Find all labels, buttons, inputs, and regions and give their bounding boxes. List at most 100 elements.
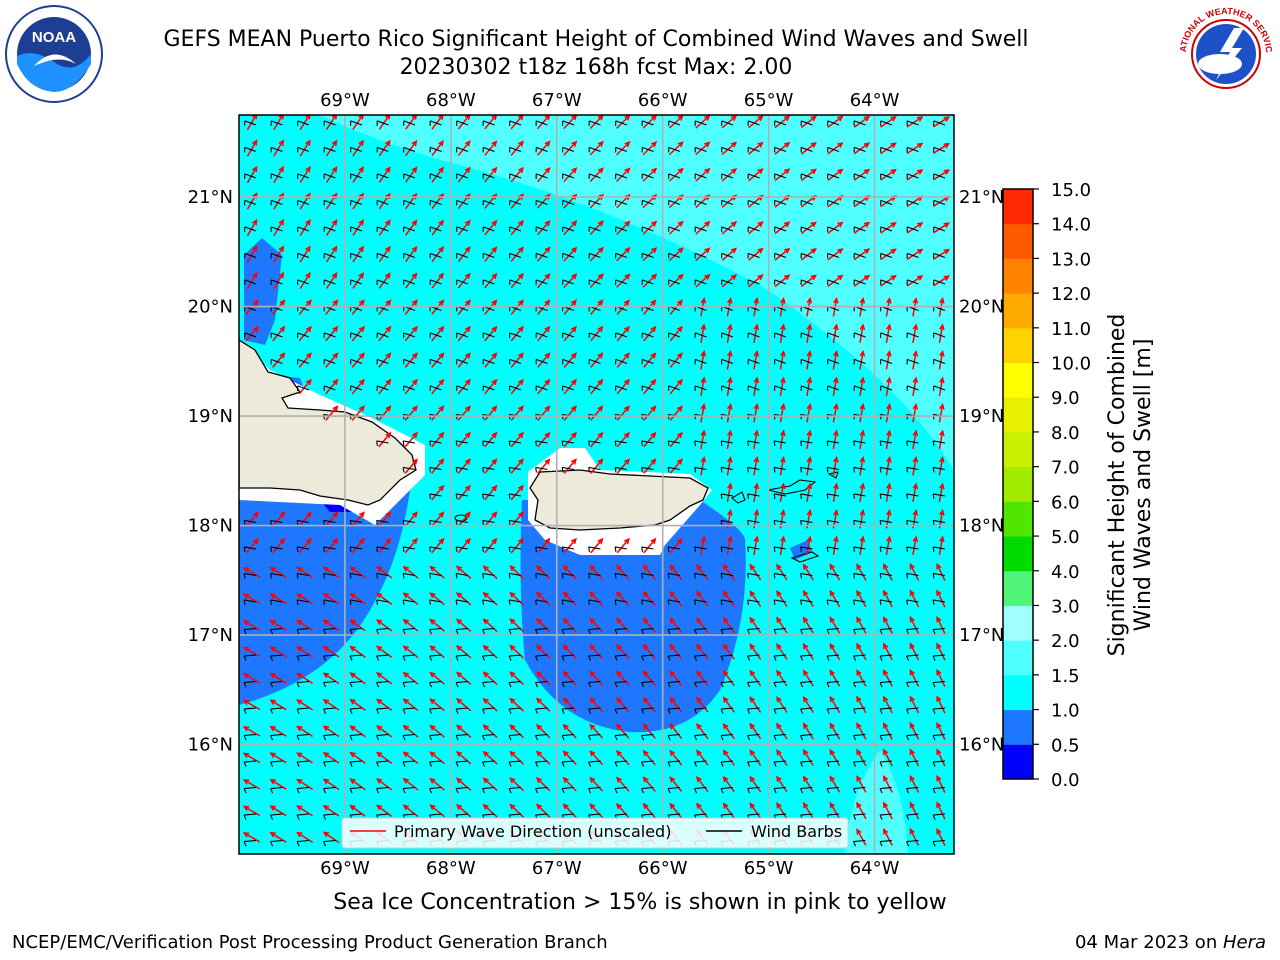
wind-barb-flag — [243, 735, 247, 741]
wave-arrow-head — [859, 482, 866, 490]
wave-arrow — [563, 141, 577, 156]
wave-arrow — [509, 618, 525, 633]
lon-label-top: 64°W — [850, 90, 900, 111]
wave-arrow — [832, 457, 838, 476]
wind-barb — [244, 226, 257, 232]
wave-arrow-head — [509, 750, 516, 757]
wave-arrow-head — [358, 115, 364, 120]
wave-arrow — [537, 379, 550, 395]
wave-arrow — [484, 432, 497, 448]
wind-barb — [642, 385, 654, 391]
wind-barb-flag — [323, 682, 327, 688]
wind-barb — [801, 120, 813, 126]
wave-arrow-head — [322, 672, 330, 679]
wave-arrow — [325, 115, 337, 130]
wave-arrow — [378, 115, 391, 130]
wave-arrow-head — [491, 272, 498, 280]
wave-arrow-head — [464, 272, 471, 280]
wave-arrow-head — [438, 458, 445, 465]
wave-arrow-head — [589, 564, 596, 571]
wind-barb-flag — [800, 761, 804, 767]
wind-barb — [509, 252, 522, 259]
wave-arrow — [749, 723, 762, 740]
wave-arrow — [484, 300, 497, 315]
wind-barb-flag — [508, 493, 511, 499]
wind-barb-flag — [879, 655, 883, 661]
wave-arrow — [883, 643, 893, 661]
wind-barb-flag — [932, 841, 936, 847]
map-frame — [238, 114, 955, 855]
wind-barb-flag — [826, 546, 829, 552]
wave-arrow-head — [358, 352, 365, 359]
wave-arrow — [909, 723, 920, 740]
colorbar-segment — [1003, 605, 1033, 641]
wave-arrow — [932, 275, 950, 287]
wave-arrow-head — [753, 296, 760, 304]
wave-arrow — [726, 457, 732, 476]
wind-barb-flag — [270, 841, 274, 847]
wave-arrow-head — [695, 696, 702, 703]
wind-barb-flag — [879, 467, 882, 473]
wave-arrow-head — [322, 592, 330, 599]
wind-barb — [588, 813, 601, 816]
wave-arrow — [883, 749, 893, 767]
wind-barb-flag — [800, 682, 804, 688]
wind-barb — [482, 466, 495, 471]
wind-barb — [455, 627, 469, 631]
wave-arrow — [853, 169, 870, 181]
wind-barb — [827, 279, 840, 285]
wind-barb-flag — [853, 814, 857, 820]
wave-arrow-head — [783, 221, 791, 228]
wind-barb — [615, 279, 628, 285]
wind-barb — [482, 760, 495, 763]
wave-arrow — [509, 724, 525, 739]
wind-barb — [377, 279, 389, 285]
wind-barb-flag — [932, 682, 936, 688]
wind-barb — [879, 680, 893, 684]
wave-arrow-head — [642, 670, 649, 677]
wave-arrow-head — [597, 273, 604, 280]
wave-arrow — [350, 699, 366, 711]
colorbar-tick-label: 1.5 — [1051, 666, 1080, 687]
wave-arrow-head — [863, 274, 871, 281]
wave-arrow-head — [859, 402, 866, 410]
wave-arrow — [484, 459, 497, 474]
wave-field-0p5-1-north — [244, 238, 282, 345]
wave-arrow — [537, 432, 550, 448]
wave-arrow-head — [464, 166, 471, 174]
wind-barb — [482, 680, 495, 684]
wave-arrow-head — [909, 801, 915, 808]
wave-arrow — [779, 457, 785, 476]
wave-arrow-head — [464, 299, 471, 306]
wind-barb — [403, 466, 416, 471]
wind-barb-flag — [323, 708, 327, 714]
wave-arrow — [669, 618, 683, 633]
wind-barb — [933, 493, 946, 497]
wave-arrow — [510, 115, 524, 130]
wave-arrow — [853, 275, 870, 287]
wind-barb — [853, 572, 866, 577]
wind-barb — [483, 173, 495, 179]
wave-arrow — [932, 143, 950, 154]
colorbar-title-line2: Wind Waves and Swell [m] — [1131, 339, 1156, 632]
wind-barb — [323, 654, 336, 657]
wave-arrow-head — [810, 221, 817, 228]
wave-arrow-head — [615, 776, 622, 783]
wind-barb-flag — [296, 841, 300, 847]
wave-arrow — [298, 326, 312, 342]
wind-barb-flag — [376, 440, 378, 446]
wind-barb — [800, 786, 813, 790]
wave-arrow — [350, 593, 366, 605]
wind-barb-flag — [826, 629, 830, 635]
wave-arrow-head — [429, 777, 436, 784]
wave-arrow — [563, 273, 577, 289]
wind-barb — [297, 252, 310, 259]
wave-arrow-head — [829, 722, 835, 729]
wind-barb — [853, 440, 866, 444]
wind-barb-flag — [720, 735, 724, 741]
wind-barb — [748, 279, 760, 285]
wave-arrow-head — [829, 589, 835, 597]
wave-arrow — [352, 167, 364, 183]
wave-arrow-head — [650, 537, 657, 545]
wind-barb — [350, 546, 363, 550]
